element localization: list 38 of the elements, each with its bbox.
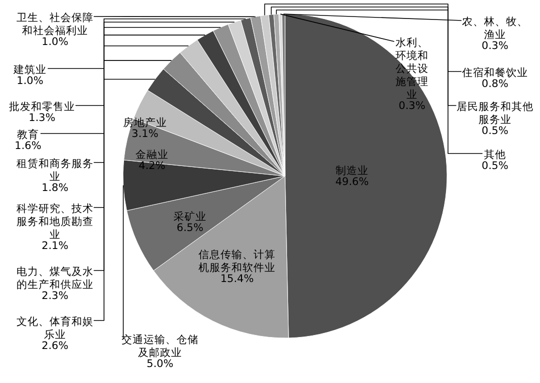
data-label: 0.8% [482,78,508,90]
slice-label: 住宿和餐饮业 [462,66,528,79]
slice-label: 文化、体育和娱乐业 [16,315,94,341]
slice-label: 交通运输、仓储及邮政业 [122,333,198,359]
slice-label: 租赁和商务服务业 [16,157,94,183]
slice-label: 科学研究、技术服务和地质勘查业 [16,202,94,241]
slice-label: 信息传输、计算机服务和软件业 [198,248,276,274]
slice-label: 卫生、社会保障和社会福利业 [16,11,94,37]
data-label: 6.5% [176,222,204,234]
data-label: 1.0% [42,36,68,48]
data-label: 0.3% [482,40,508,52]
slice-label: 农、林、牧、渔业 [462,15,528,41]
data-label: 1.6% [14,140,42,152]
data-label: 4.2% [138,160,166,172]
data-label: 1.8% [42,182,68,194]
slice-label: 批发和零售业 [9,100,75,113]
data-label: 1.0% [16,75,44,87]
data-label: 1.3% [28,112,56,124]
slice-label: 房地产业 [123,116,167,129]
data-label: 2.6% [42,340,68,352]
data-label: 3.1% [132,128,158,140]
slice-label: 制造业 [336,164,368,177]
data-label: 49.6% [335,176,369,188]
slice-label: 采矿业 [174,210,206,223]
slice-label: 其他 [484,148,506,161]
data-label: 2.3% [42,290,68,302]
slice-label: 教育 [17,128,39,141]
slice-label: 金融业 [136,148,168,161]
slice-label: 居民服务和其他服务业 [456,100,534,126]
slice-label: 建筑业 [12,63,46,76]
data-label: 2.1% [42,240,68,252]
data-label: 5.0% [146,358,174,370]
data-label: 15.4% [220,273,254,285]
data-label: 0.5% [482,125,508,137]
slice-label: 水利、环境和公共设施管理业 [396,36,428,101]
data-label: 0.5% [482,160,508,172]
slice-label: 电力、煤气及水的生产和供应业 [16,265,94,291]
data-label: 0.3% [398,100,426,112]
